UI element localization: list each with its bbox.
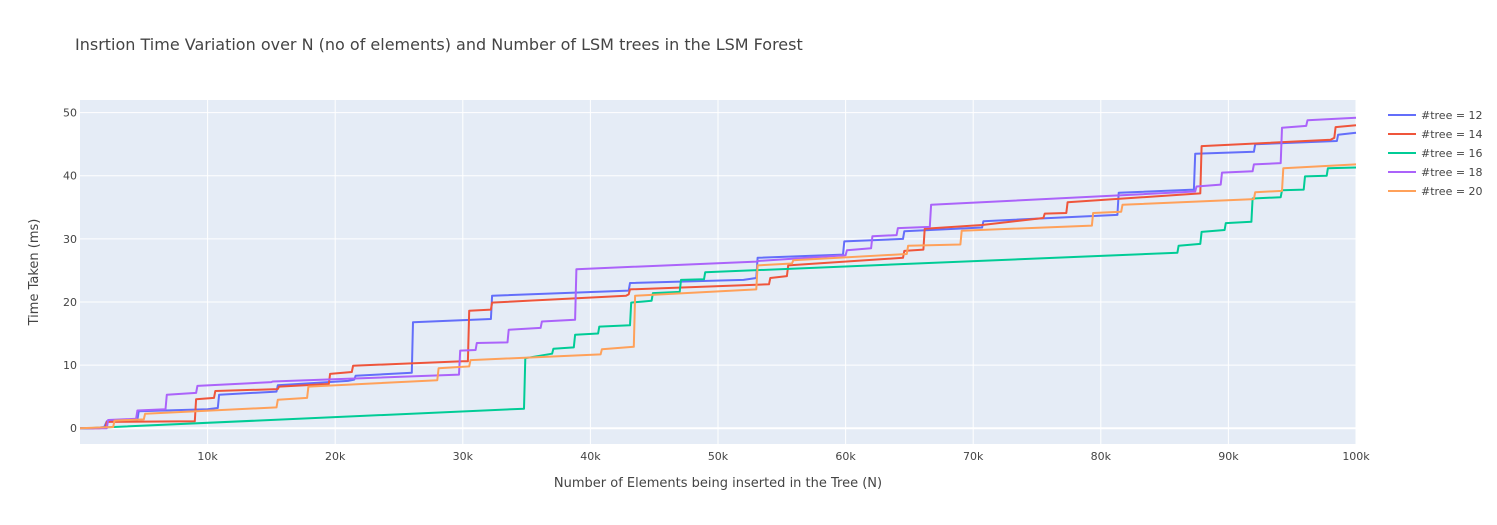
x-tick-label: 40k — [580, 450, 601, 463]
x-tick-label: 100k — [1342, 450, 1370, 463]
x-tick-label: 50k — [708, 450, 729, 463]
chart-title: Insrtion Time Variation over N (no of el… — [75, 35, 803, 54]
legend-item[interactable]: #tree = 14 — [1388, 128, 1483, 141]
series-line — [80, 131, 1357, 430]
series-line — [80, 166, 1357, 430]
legend: #tree = 12 #tree = 14 #tree = 16 #tree = 18… — [1388, 109, 1483, 198]
legend-item[interactable]: #tree = 12 — [1388, 109, 1483, 122]
legend-label: #tree = 12 — [1421, 109, 1483, 122]
x-tick-label: 80k — [1091, 450, 1112, 463]
legend-label: #tree = 14 — [1421, 128, 1483, 141]
x-tick-label: 70k — [963, 450, 984, 463]
y-axis-title: Time Taken (ms) — [27, 219, 42, 327]
x-axis-ticks: 10k 20k 30k 40k 50k 60k 70k 80k 90k 100k — [197, 450, 1370, 463]
legend-item[interactable]: #tree = 20 — [1388, 185, 1483, 198]
x-tick-label: 90k — [1218, 450, 1239, 463]
x-tick-label: 30k — [453, 450, 474, 463]
x-tick-label: 20k — [325, 450, 346, 463]
y-tick-label: 20 — [63, 296, 77, 309]
series-line — [80, 116, 1357, 430]
x-tick-label: 60k — [835, 450, 856, 463]
series-line — [80, 124, 1357, 430]
y-tick-label: 50 — [63, 107, 77, 120]
legend-item[interactable]: #tree = 18 — [1388, 166, 1483, 179]
x-axis-title: Number of Elements being inserted in the… — [554, 476, 882, 491]
y-tick-label: 0 — [70, 422, 77, 435]
x-tick-label: 10k — [197, 450, 218, 463]
y-tick-label: 40 — [63, 170, 77, 183]
y-tick-label: 30 — [63, 233, 77, 246]
series-line — [79, 163, 1357, 430]
series-layer — [79, 116, 1357, 430]
legend-label: #tree = 16 — [1421, 147, 1483, 160]
legend-item[interactable]: #tree = 16 — [1388, 147, 1483, 160]
y-axis-ticks: 0 10 20 30 40 50 — [63, 107, 77, 436]
grid-lines — [80, 100, 1357, 444]
legend-label: #tree = 20 — [1421, 185, 1483, 198]
legend-label: #tree = 18 — [1421, 166, 1483, 179]
y-tick-label: 10 — [63, 359, 77, 372]
